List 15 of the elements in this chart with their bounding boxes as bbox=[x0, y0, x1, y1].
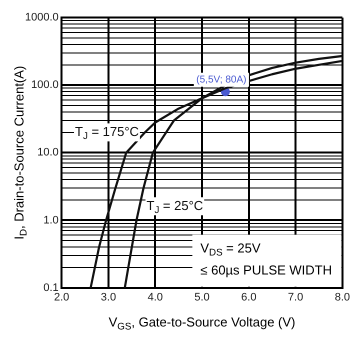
annotation: (5,5V; 80A) bbox=[196, 74, 247, 86]
x-tick-label: 2.0 bbox=[54, 291, 70, 304]
y-tick-label: 1.0 bbox=[43, 214, 59, 226]
x-tick-label: 8.0 bbox=[334, 291, 350, 304]
x-tick-label: 6.0 bbox=[241, 291, 256, 304]
y-tick-label: 1000.0 bbox=[24, 12, 59, 24]
x-tick-label: 5.0 bbox=[194, 291, 210, 304]
y-tick-label: 0.1 bbox=[43, 282, 59, 294]
y-tick-label: 10.0 bbox=[37, 146, 59, 159]
y-axis-title: ID, Drain-to-Source Current(A) bbox=[12, 66, 30, 240]
x-tick-label: 7.0 bbox=[288, 291, 304, 304]
y-tick-label: 100.0 bbox=[31, 79, 59, 92]
x-tick-label: 4.0 bbox=[148, 291, 163, 304]
annotation: ≤ 60µs PULSE WIDTH bbox=[200, 262, 332, 278]
x-tick-label: 3.0 bbox=[100, 291, 116, 304]
